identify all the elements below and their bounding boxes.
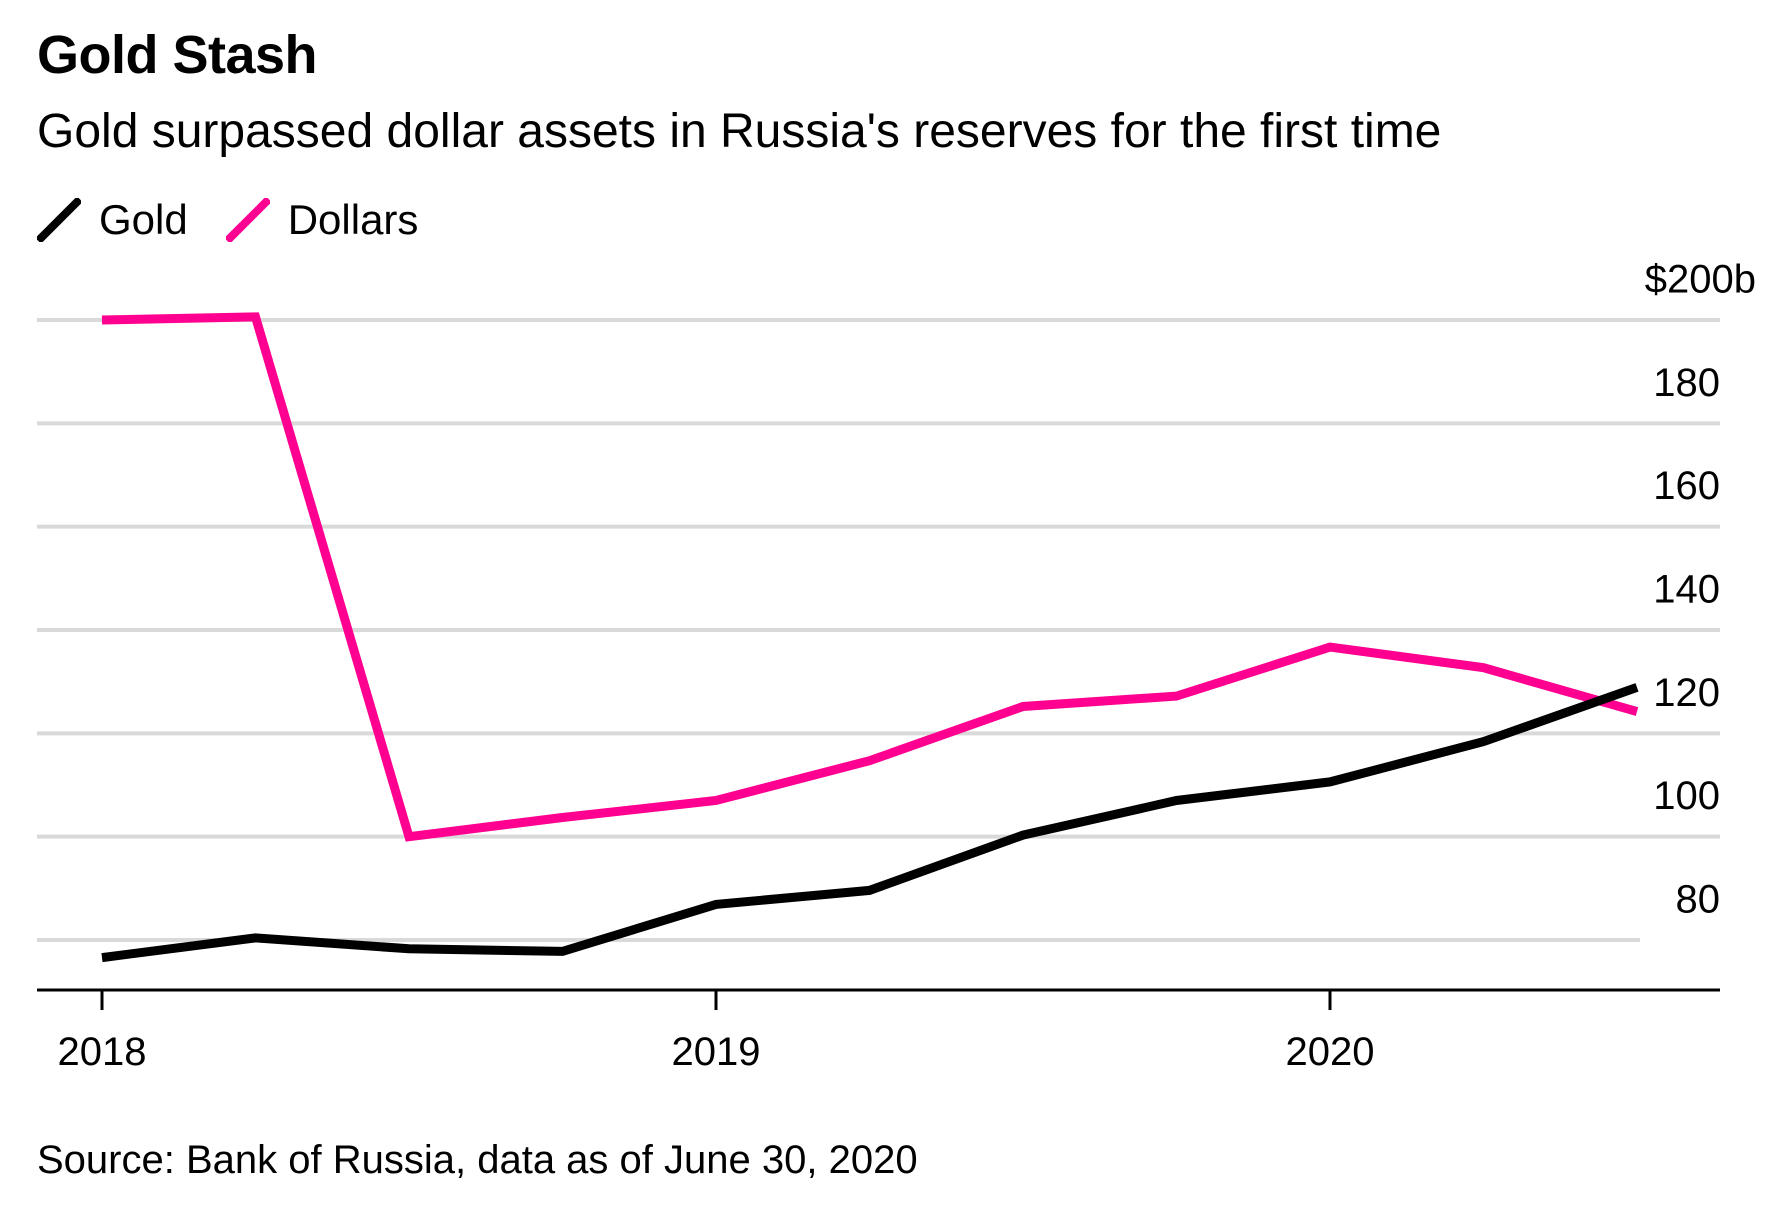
y-tick-label-160: 160 bbox=[1653, 464, 1720, 508]
y-tick-label-100: 100 bbox=[1653, 774, 1720, 818]
series-line-gold bbox=[101, 683, 1639, 963]
x-tick-label-2019: 2019 bbox=[672, 1030, 761, 1074]
y-tick-label-180: 180 bbox=[1653, 361, 1720, 405]
series-line-dollars bbox=[101, 312, 1639, 842]
legend-swatch-gold bbox=[37, 198, 81, 242]
legend-swatch-dollars-line bbox=[225, 198, 270, 242]
legend: Gold Dollars bbox=[37, 190, 456, 250]
legend-label-dollars: Dollars bbox=[287, 196, 419, 243]
source-note: Source: Bank of Russia, data as of June … bbox=[37, 1138, 918, 1182]
y-tick-label-140: 140 bbox=[1653, 568, 1720, 612]
chart-title: Gold Stash bbox=[37, 25, 318, 85]
legend-item-dollars[interactable]: Dollars bbox=[225, 196, 419, 244]
x-tick-label-2018: 2018 bbox=[58, 1030, 147, 1074]
legend-label-gold: Gold bbox=[99, 196, 188, 243]
y-tick-label-200: $200b bbox=[1645, 258, 1756, 302]
x-tick-label-2020: 2020 bbox=[1286, 1030, 1375, 1074]
legend-item-gold[interactable]: Gold bbox=[37, 196, 188, 244]
y-tick-label-120: 120 bbox=[1653, 671, 1720, 715]
chart-subtitle: Gold surpassed dollar assets in Russia's… bbox=[37, 105, 1442, 158]
legend-swatch-dollars bbox=[225, 198, 270, 242]
y-tick-label-80: 80 bbox=[1676, 878, 1721, 922]
legend-swatch-gold-line bbox=[37, 198, 81, 242]
